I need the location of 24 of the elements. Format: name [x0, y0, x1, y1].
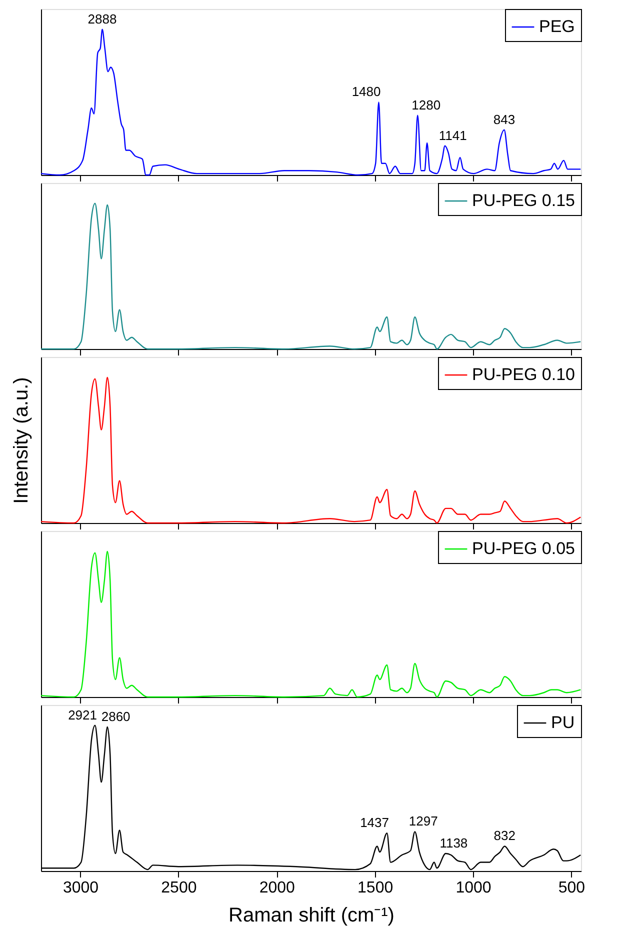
y-axis-title: Intensity (a.u.): [10, 377, 32, 504]
x-tick-label: 2500: [161, 880, 197, 896]
x-tick-label: 1500: [358, 880, 394, 896]
annotation: 1138: [440, 836, 468, 851]
annotation: 1480: [352, 84, 381, 100]
annotation: 2888: [88, 11, 117, 26]
annotation: 843: [493, 112, 516, 127]
annotation: 1280: [412, 97, 441, 112]
legend-label: PU-PEG 0.15: [472, 191, 575, 210]
annotation: 1297: [408, 814, 438, 829]
legend-label: PU-PEG 0.10: [472, 365, 575, 384]
x-tick-label: 3000: [62, 880, 99, 896]
x-tick-label: 500: [558, 880, 586, 896]
legend-label: PU-PEG 0.05: [472, 539, 575, 558]
annotation: 2921: [68, 707, 97, 722]
annotation: 1141: [438, 128, 467, 143]
legend-label: PU: [551, 713, 575, 732]
annotation: 1437: [360, 815, 389, 830]
x-tick-label: 1000: [456, 880, 492, 896]
x-axis-title: Raman shift (cm⁻¹): [228, 904, 394, 926]
legend-label: PEG: [539, 17, 575, 36]
annotation: 832: [494, 828, 516, 844]
x-tick-label: 2000: [259, 880, 296, 896]
annotation: 2860: [101, 708, 130, 724]
